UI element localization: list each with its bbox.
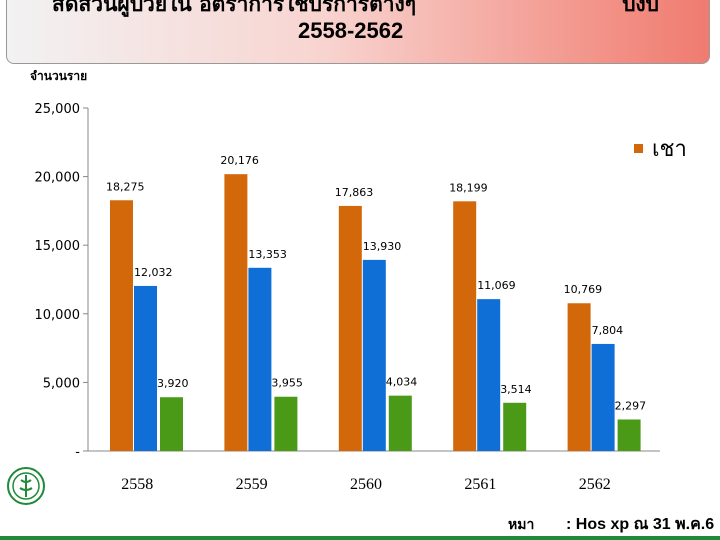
bar-2558-series-1 — [110, 200, 133, 451]
bar-2562-series-1 — [567, 303, 591, 451]
data-label: 17,863 — [335, 186, 374, 199]
x-tick-label: 2558 — [121, 476, 153, 493]
page-title-fiscal-year: ปีงบ — [622, 0, 659, 16]
data-label: 20,176 — [220, 154, 259, 167]
bottom-divider — [0, 536, 720, 540]
data-label: 11,069 — [477, 279, 516, 292]
data-label: 18,275 — [106, 180, 145, 193]
bar-2561-series-2 — [477, 299, 501, 451]
legend-swatch — [634, 144, 643, 153]
bar-2560-series-1 — [338, 205, 362, 451]
y-tick-label: 20,000 — [35, 171, 81, 186]
bar-2558-series-2 — [134, 285, 157, 451]
y-axis-unit-label: จำนวนราย — [30, 69, 88, 83]
x-tick-label: 2562 — [579, 476, 611, 493]
ministry-logo-icon — [7, 467, 45, 505]
data-label: 3,920 — [157, 377, 189, 390]
y-tick-label: - — [75, 445, 80, 460]
bar-2559-series-2 — [248, 267, 272, 451]
data-label: 3,514 — [500, 383, 532, 396]
bar-2562-series-3 — [617, 419, 641, 451]
x-tick-label: 2559 — [236, 476, 268, 493]
y-tick-label: 15,000 — [35, 239, 81, 254]
data-label: 18,199 — [449, 181, 488, 194]
source-text: : Hos xp ณ 31 พ.ค.6 — [566, 516, 715, 533]
page-subtitle-years: 2558-2562 — [298, 18, 404, 43]
data-label: 7,804 — [592, 324, 624, 337]
y-tick-label: 5,000 — [43, 376, 80, 391]
title-banner — [6, 0, 710, 64]
source-label: หมา — [508, 517, 535, 533]
bar-2559-series-3 — [274, 396, 298, 451]
x-tick-label: 2561 — [464, 476, 496, 493]
y-tick-label: 25,000 — [35, 102, 81, 117]
data-label: 2,297 — [615, 399, 647, 412]
data-label: 4,034 — [386, 376, 418, 389]
bar-2561-series-3 — [503, 402, 527, 451]
bar-2560-series-2 — [362, 259, 386, 451]
data-label: 13,353 — [248, 248, 287, 261]
data-label: 12,032 — [134, 266, 173, 279]
bar-2559-series-1 — [224, 174, 248, 451]
data-label: 13,930 — [363, 240, 402, 253]
bar-2561-series-1 — [453, 201, 477, 451]
bar-2562-series-2 — [591, 343, 615, 451]
legend-label: เชา — [652, 137, 687, 162]
y-tick-label: 10,000 — [35, 308, 81, 323]
page-title: สัดส่วนผู้ป่วยใน อัตราการใช้บริการต่างๆ — [52, 0, 417, 16]
x-tick-label: 2560 — [350, 476, 382, 493]
bar-2560-series-3 — [388, 395, 412, 451]
data-label: 10,769 — [564, 283, 603, 296]
data-label: 3,955 — [271, 377, 303, 390]
bar-2558-series-3 — [160, 397, 183, 451]
